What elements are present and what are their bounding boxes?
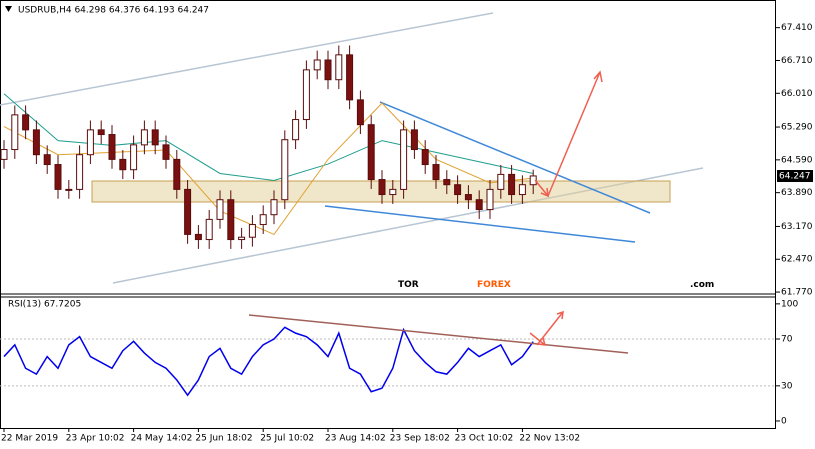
candle-body: [356, 99, 364, 126]
candle-body: [130, 144, 138, 171]
candle-body: [313, 59, 321, 71]
x-tick-label: 25 Jul 10:02: [260, 434, 314, 444]
chart-title: USDRUB,H4 64.298 64.376 64.193 64.247: [18, 6, 209, 16]
x-tick-label: 23 Oct 10:02: [455, 434, 514, 444]
candle-body: [378, 179, 386, 196]
y-tick-label: 67.410: [781, 23, 813, 33]
candle-body: [324, 59, 332, 81]
candle-body: [54, 164, 62, 190]
candle-body: [184, 188, 192, 235]
y-tick-label: 63.170: [781, 222, 813, 232]
watermark: FOREX: [477, 280, 511, 290]
candle-body: [508, 173, 516, 196]
y-tick-label: 66.710: [781, 56, 813, 66]
candle-body: [454, 184, 462, 196]
candle-body: [22, 114, 30, 131]
candle-body: [335, 54, 343, 81]
candle-body: [162, 144, 170, 160]
candle-body: [389, 188, 397, 196]
forecast-arrows: [248, 70, 629, 354]
rsi-title: RSI(13) 67.7205: [8, 300, 81, 310]
x-tick-label: 23 Aug 14:02: [325, 434, 386, 444]
price-tag: [777, 170, 813, 182]
moving-average: [3, 102, 534, 236]
candle-body: [281, 139, 289, 201]
candle-body: [518, 184, 526, 196]
candle-body: [475, 199, 483, 211]
y-tick-label: 100: [781, 299, 798, 309]
candle-body: [194, 233, 202, 241]
candle-body: [140, 129, 148, 146]
candle-body: [216, 199, 224, 220]
candle-body: [76, 154, 84, 190]
candle-body: [32, 129, 40, 156]
candle-body: [65, 188, 73, 191]
x-tick-label: 23 Sep 18:02: [390, 434, 450, 444]
x-tick-label: 25 Jun 18:02: [195, 434, 252, 444]
candle-body: [400, 129, 408, 190]
y-tick-label: 61.770: [781, 288, 813, 298]
candle-body: [86, 129, 94, 156]
watermark: .com: [690, 280, 714, 290]
y-tick-label: 63.890: [781, 188, 813, 198]
candle-body: [259, 214, 267, 226]
candle-body: [205, 218, 213, 241]
y-tick-label: 30: [781, 381, 793, 391]
y-tick-label: 70: [781, 334, 793, 344]
candle-body: [292, 119, 300, 141]
candle-body: [108, 134, 116, 160]
candle-body: [238, 236, 246, 241]
y-tick-label: 65.290: [781, 123, 813, 133]
candle-body: [119, 158, 127, 171]
watermark: TOR: [398, 280, 419, 290]
title-icon: [5, 6, 12, 12]
candle-body: [346, 54, 354, 101]
x-tick-label: 22 Mar 2019: [1, 434, 58, 444]
candle-body: [497, 173, 505, 190]
y-tick-label: 62.470: [781, 255, 813, 265]
current-price: 64.247: [779, 172, 811, 182]
channel-line: [0, 12, 494, 106]
candle-body: [432, 164, 440, 181]
candle-body: [248, 224, 256, 238]
frame: [0, 0, 776, 429]
y-tick-label: 66.010: [781, 89, 813, 99]
candle-body: [97, 129, 105, 136]
moving-average: [3, 93, 534, 181]
candle-body: [151, 129, 159, 146]
candle-body: [270, 199, 278, 216]
x-tick-label: 23 Apr 10:02: [66, 434, 125, 444]
trend-line: [379, 101, 651, 214]
y-tick-label: 64.590: [781, 155, 813, 165]
candle-body: [43, 154, 51, 166]
candle-body: [486, 188, 494, 211]
candle-body: [227, 199, 235, 241]
y-tick-label: 0: [781, 416, 787, 426]
trend-line: [324, 205, 636, 243]
candle-body: [421, 149, 429, 166]
rsi-line: [3, 326, 534, 397]
x-tick-label: 24 May 14:02: [131, 434, 193, 444]
x-tick-label: 22 Nov 13:02: [519, 434, 580, 444]
candle-body: [0, 149, 8, 160]
candle-body: [464, 194, 472, 201]
candle-body: [173, 158, 181, 190]
candle-body: [11, 114, 19, 151]
candle-body: [443, 179, 451, 186]
candle-body: [302, 69, 310, 121]
candle-body: [367, 124, 375, 181]
candle-body: [410, 129, 418, 151]
